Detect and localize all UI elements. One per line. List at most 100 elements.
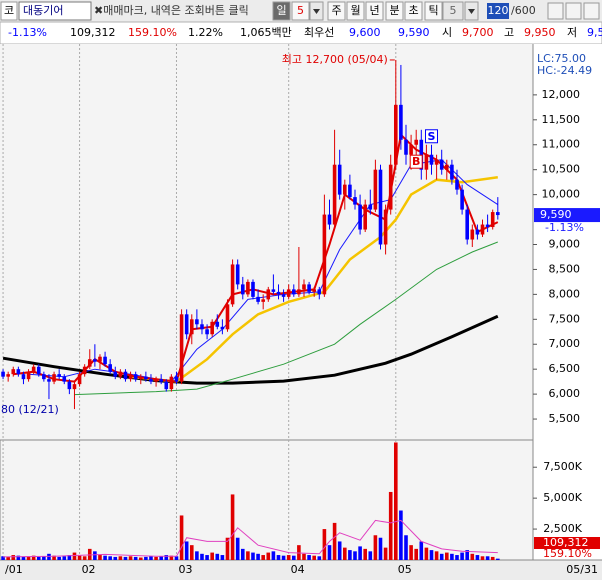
volume-bar — [322, 529, 327, 560]
volume-bar — [388, 491, 393, 560]
moving-average — [3, 519, 498, 558]
volume-bar — [465, 550, 470, 560]
period-button[interactable] — [385, 1, 404, 21]
candle-body — [205, 329, 209, 335]
candle-body — [174, 376, 179, 382]
x-tick-label: 02 — [82, 563, 96, 576]
market-box — [0, 1, 18, 21]
volume-bar — [307, 555, 311, 560]
candle-body — [67, 381, 72, 390]
info-value: 159.10% — [128, 26, 177, 39]
volume-bar — [460, 552, 464, 560]
candle-body — [251, 281, 255, 297]
volume-bar — [205, 555, 209, 560]
candle-body — [450, 164, 454, 180]
info-value: 9,590 — [398, 26, 430, 39]
tool-icon[interactable] — [547, 2, 564, 20]
period-label: 5 — [297, 4, 304, 17]
period-button[interactable] — [272, 1, 291, 21]
period-label: 일 — [276, 3, 286, 17]
volume-bar — [159, 556, 163, 560]
candle-body — [496, 212, 500, 216]
period-button[interactable] — [291, 1, 310, 21]
period-label: 초 — [408, 4, 418, 17]
volume-bar — [286, 555, 291, 560]
volume-bar — [424, 547, 429, 560]
last-price-box — [534, 208, 600, 223]
candle-body — [485, 224, 490, 228]
candle-body — [225, 304, 230, 330]
candle-body — [42, 374, 46, 380]
candle-body — [281, 294, 286, 297]
volume-bar — [169, 555, 174, 560]
market: 코 — [4, 4, 14, 17]
last-ratio: 159.10% — [543, 547, 592, 560]
last-volume: 109,312 — [543, 536, 589, 549]
tool-icon[interactable] — [583, 2, 600, 20]
candle-body — [230, 264, 235, 305]
volume-bar — [189, 545, 194, 560]
volume-bar — [358, 546, 362, 560]
stock-input[interactable] — [18, 1, 92, 21]
last-price: 9,590 — [540, 208, 572, 221]
view-box[interactable] — [487, 3, 509, 19]
y-tick-label: 2,500K — [543, 522, 582, 535]
volume-bar — [399, 510, 403, 560]
volume-bar — [1, 556, 5, 560]
info-value: 1.22% — [188, 26, 223, 39]
info-value: 고 — [504, 26, 514, 39]
volume-bar — [179, 515, 184, 560]
x-tick-label: 03 — [178, 563, 192, 576]
volume-bar — [98, 555, 102, 560]
candle-body — [98, 356, 102, 362]
volume-bar — [82, 556, 87, 560]
y-tick-label: 8,000 — [549, 287, 581, 300]
candle-body — [57, 374, 61, 377]
volume-bar — [261, 555, 265, 560]
y-tick-label: 11,000 — [542, 138, 581, 151]
y-tick-label: 6,000 — [549, 387, 581, 400]
volume-bar — [342, 547, 347, 560]
volume-bar — [378, 537, 383, 560]
candle-body — [123, 371, 128, 380]
volume-bar — [11, 555, 16, 560]
volume-bar — [490, 556, 495, 560]
volume-bar — [36, 556, 41, 560]
candle-body — [144, 376, 148, 380]
volume-bar — [62, 556, 67, 560]
candle-body — [475, 229, 480, 235]
last-change: -1.13% — [545, 221, 584, 234]
volume-bar — [6, 556, 10, 560]
period-button[interactable] — [404, 1, 423, 21]
moving-average — [74, 241, 498, 396]
info-value: 109,312 — [70, 26, 116, 39]
count-box[interactable] — [442, 1, 464, 21]
annotation: 최고 12,700 (05/04) — [282, 53, 388, 66]
candle-body — [307, 284, 311, 292]
period-button[interactable] — [346, 1, 365, 21]
candle-body — [1, 371, 5, 377]
candle-body — [133, 374, 138, 380]
tool-icon[interactable] — [565, 2, 582, 20]
volume-bar — [450, 553, 454, 560]
axis-panel — [533, 44, 602, 560]
period-button[interactable] — [365, 1, 384, 21]
volume-bar — [271, 551, 276, 560]
period-button[interactable] — [327, 1, 346, 21]
dropdown-arrow — [468, 9, 475, 14]
trade-mark — [409, 154, 423, 169]
candle-body — [149, 379, 153, 382]
x-tick-label: 04 — [291, 563, 305, 576]
candle-body — [77, 374, 82, 385]
period-button[interactable] — [424, 1, 443, 21]
candle-body — [353, 197, 357, 205]
candle-body — [358, 204, 362, 230]
candle-body — [373, 169, 378, 210]
candle-body — [31, 366, 36, 372]
last-volume-box — [534, 537, 600, 549]
y-tick-label: 5,000K — [543, 491, 582, 504]
candle-body — [47, 379, 51, 382]
candle-body — [195, 319, 199, 325]
volume-bar — [445, 552, 449, 560]
volume-bar — [419, 541, 424, 560]
